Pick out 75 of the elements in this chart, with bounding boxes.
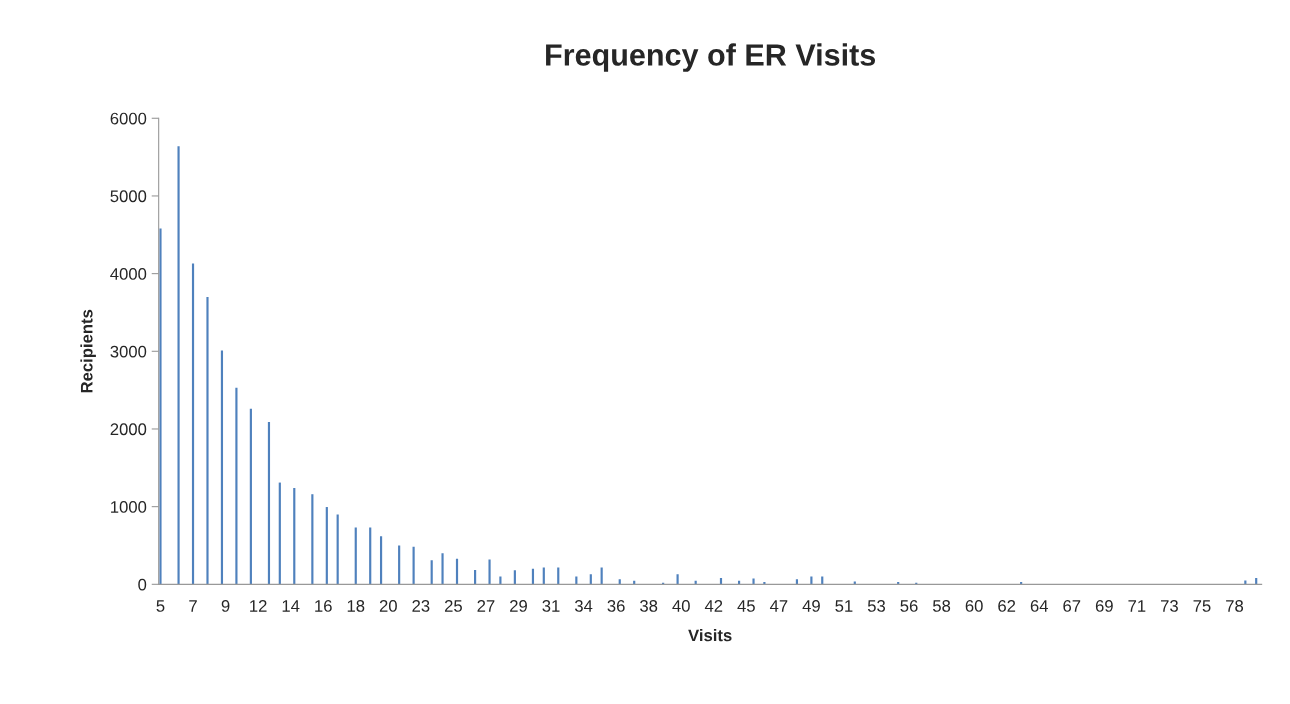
bar: [474, 569, 477, 585]
bar: [1244, 580, 1247, 585]
x-tick-label: 73: [1160, 600, 1178, 612]
x-tick-label: 64: [1030, 600, 1048, 612]
bar: [488, 559, 491, 585]
x-tick-label: 34: [574, 600, 593, 612]
x-tick-label: 9: [221, 600, 230, 612]
bar: [589, 574, 592, 585]
x-tick-label: 53: [867, 600, 886, 612]
y-tick-label: 1000: [111, 501, 147, 513]
bar: [206, 296, 209, 585]
bar: [191, 263, 195, 585]
bar: [441, 553, 444, 585]
x-tick-label: 45: [737, 600, 755, 612]
x-tick-label: 75: [1193, 600, 1211, 612]
y-tick-label: 6000: [110, 112, 147, 125]
bar: [412, 546, 415, 585]
bar: [1255, 578, 1258, 585]
x-tick-label: 58: [932, 600, 951, 612]
chart-title: Frequency of ER Visits: [546, 43, 876, 72]
bar: [311, 494, 314, 585]
x-tick-label: 5: [156, 600, 165, 612]
x-tick-label: 23: [412, 600, 430, 612]
x-tick-label: 12: [250, 600, 267, 612]
bar: [354, 527, 357, 585]
x-tick-label: 71: [1128, 600, 1146, 612]
x-tick-label: 27: [477, 600, 495, 612]
bar: [618, 579, 621, 585]
y-tick-label: 0: [138, 578, 147, 591]
x-tick-label: 14: [282, 600, 300, 612]
y-tick-label: 2000: [110, 423, 147, 436]
bar: [379, 536, 383, 585]
bar: [235, 387, 238, 585]
x-tick-label: 47: [769, 600, 788, 612]
bar: [177, 146, 180, 585]
bar: [293, 488, 296, 585]
x-tick-label: 36: [607, 600, 625, 612]
x-tick-label: 62: [998, 600, 1016, 612]
bar: [430, 560, 433, 585]
x-tick-label: 56: [900, 600, 918, 612]
bar: [795, 579, 799, 585]
x-tick-label: 7: [189, 600, 197, 612]
x-tick-label: 78: [1226, 600, 1244, 612]
bar: [398, 545, 401, 585]
x-tick-label: 18: [347, 600, 365, 612]
bar: [249, 408, 252, 585]
bar: [513, 570, 516, 585]
bar: [325, 507, 328, 585]
x-axis-title: Visits: [688, 629, 732, 642]
bar: [267, 421, 271, 585]
y-tick-label: 4000: [110, 268, 147, 280]
x-tick-label: 51: [835, 600, 853, 612]
bar: [220, 350, 224, 585]
x-tick-label: 16: [315, 600, 332, 612]
x-tick-label: 20: [379, 600, 397, 612]
x-tick-label: 29: [510, 600, 527, 612]
x-tick-label: 38: [640, 600, 658, 612]
x-tick-label: 40: [672, 600, 690, 612]
x-tick-label: 42: [704, 600, 723, 612]
x-tick-label: 69: [1095, 600, 1113, 612]
bar: [336, 514, 339, 585]
bar: [719, 578, 723, 585]
bar: [676, 574, 679, 585]
x-tick-label: 60: [965, 600, 983, 612]
y-tick-label: 5000: [110, 190, 147, 203]
y-axis-title: Recipients: [80, 309, 96, 393]
x-tick-label: 25: [444, 600, 462, 612]
x-tick-label: 49: [802, 600, 820, 612]
bar: [369, 527, 372, 585]
bar: [752, 578, 755, 585]
x-tick-label: 67: [1063, 600, 1081, 612]
bar: [159, 228, 162, 585]
x-tick-label: 31: [542, 600, 560, 612]
y-tick-label: 3000: [110, 345, 147, 358]
bar: [278, 482, 281, 585]
